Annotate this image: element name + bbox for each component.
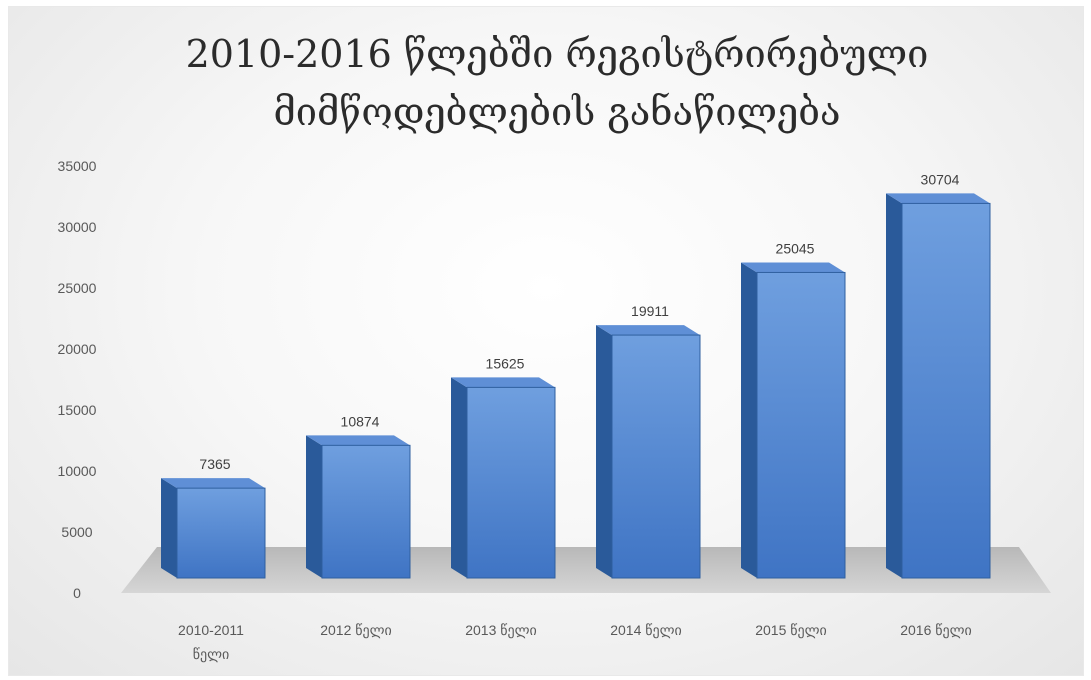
bar-side	[741, 262, 757, 578]
bar-front	[466, 386, 556, 579]
category-label: 2014 წელი	[610, 622, 682, 639]
y-tick-label: 0	[73, 585, 81, 601]
bar-front	[321, 444, 411, 579]
bar-top	[306, 435, 410, 446]
y-tick-label: 5000	[61, 524, 92, 540]
category-label: 2015 წელი	[755, 622, 827, 639]
category-label: 2013 წელი	[465, 622, 537, 639]
bar-front	[756, 271, 846, 579]
y-tick-label: 30000	[58, 219, 97, 235]
data-label: 7365	[199, 456, 230, 472]
y-tick-label: 25000	[58, 280, 97, 296]
category-label: 2016 წელი	[900, 622, 972, 639]
bar-side	[161, 478, 177, 578]
bar-side	[596, 325, 612, 578]
data-label: 15625	[486, 355, 525, 371]
data-label: 30704	[921, 171, 960, 187]
bar-side	[451, 377, 467, 578]
y-tick-label: 35000	[58, 158, 97, 174]
bar	[161, 478, 266, 579]
y-tick-label: 10000	[58, 463, 97, 479]
bar-front	[901, 202, 991, 579]
bar-side	[886, 193, 902, 578]
bar-top	[886, 193, 990, 204]
y-tick-label: 20000	[58, 341, 97, 357]
bar	[451, 377, 556, 579]
category-label: 2010-2011	[178, 622, 244, 638]
category-label: წელი	[193, 646, 230, 663]
chart-title-line-1: 2010-2016 წლებში რეგისტრირებული	[186, 32, 929, 76]
bar	[741, 262, 846, 579]
data-label: 19911	[631, 303, 669, 319]
chart-frame: 2010-2016 წლებში რეგისტრირებული მიმწოდებ…	[8, 6, 1084, 676]
chart-title-line-2: მიმწოდებლების განაწილება	[273, 90, 840, 134]
data-label: 25045	[776, 240, 815, 256]
bar	[886, 193, 991, 579]
bar-top	[596, 325, 700, 336]
bar-top	[741, 262, 845, 273]
category-label: 2012 წელი	[320, 622, 392, 639]
bar	[306, 435, 411, 579]
bar	[596, 325, 701, 579]
bar-front	[176, 487, 266, 579]
bar-top	[161, 478, 265, 489]
y-tick-label: 15000	[58, 402, 97, 418]
bar-side	[306, 435, 322, 578]
bar-front	[611, 334, 701, 579]
bar-top	[451, 377, 555, 388]
data-label: 10874	[341, 413, 380, 429]
bar-chart: 2010-2016 წლებში რეგისტრირებული მიმწოდებ…	[58, 32, 1051, 663]
